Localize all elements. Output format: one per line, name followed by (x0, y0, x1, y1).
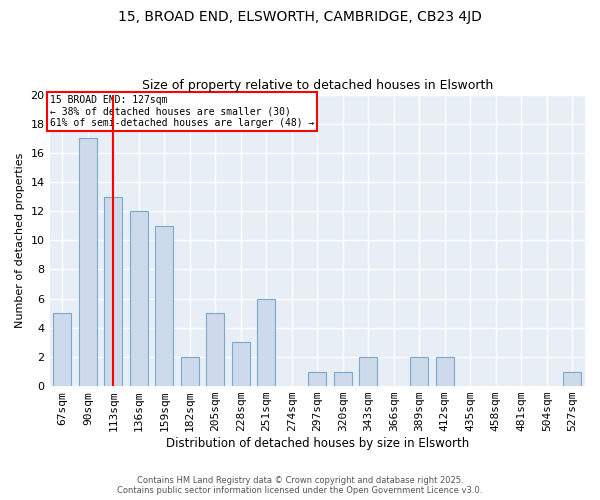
Bar (130, 211, 148, 386)
Bar (359, 357, 377, 386)
Bar (79, 138, 97, 386)
Y-axis label: Number of detached properties: Number of detached properties (15, 152, 25, 328)
Text: 15, BROAD END, ELSWORTH, CAMBRIDGE, CB23 4JD: 15, BROAD END, ELSWORTH, CAMBRIDGE, CB23… (118, 10, 482, 24)
Title: Size of property relative to detached houses in Elsworth: Size of property relative to detached ho… (142, 79, 493, 92)
Text: 15 BROAD END: 127sqm
← 38% of detached houses are smaller (30)
61% of semi-detac: 15 BROAD END: 127sqm ← 38% of detached h… (50, 94, 314, 128)
X-axis label: Distribution of detached houses by size in Elsworth: Distribution of detached houses by size … (166, 437, 469, 450)
Bar (257, 298, 275, 386)
Bar (563, 372, 581, 386)
Bar (436, 357, 454, 386)
Text: Contains HM Land Registry data © Crown copyright and database right 2025.
Contai: Contains HM Land Registry data © Crown c… (118, 476, 482, 495)
Bar (308, 372, 326, 386)
Bar (104, 196, 122, 386)
Bar (206, 313, 224, 386)
Bar (53, 313, 71, 386)
Bar (334, 372, 352, 386)
Bar (155, 226, 173, 386)
Bar (410, 357, 428, 386)
Bar (232, 342, 250, 386)
Bar (181, 357, 199, 386)
